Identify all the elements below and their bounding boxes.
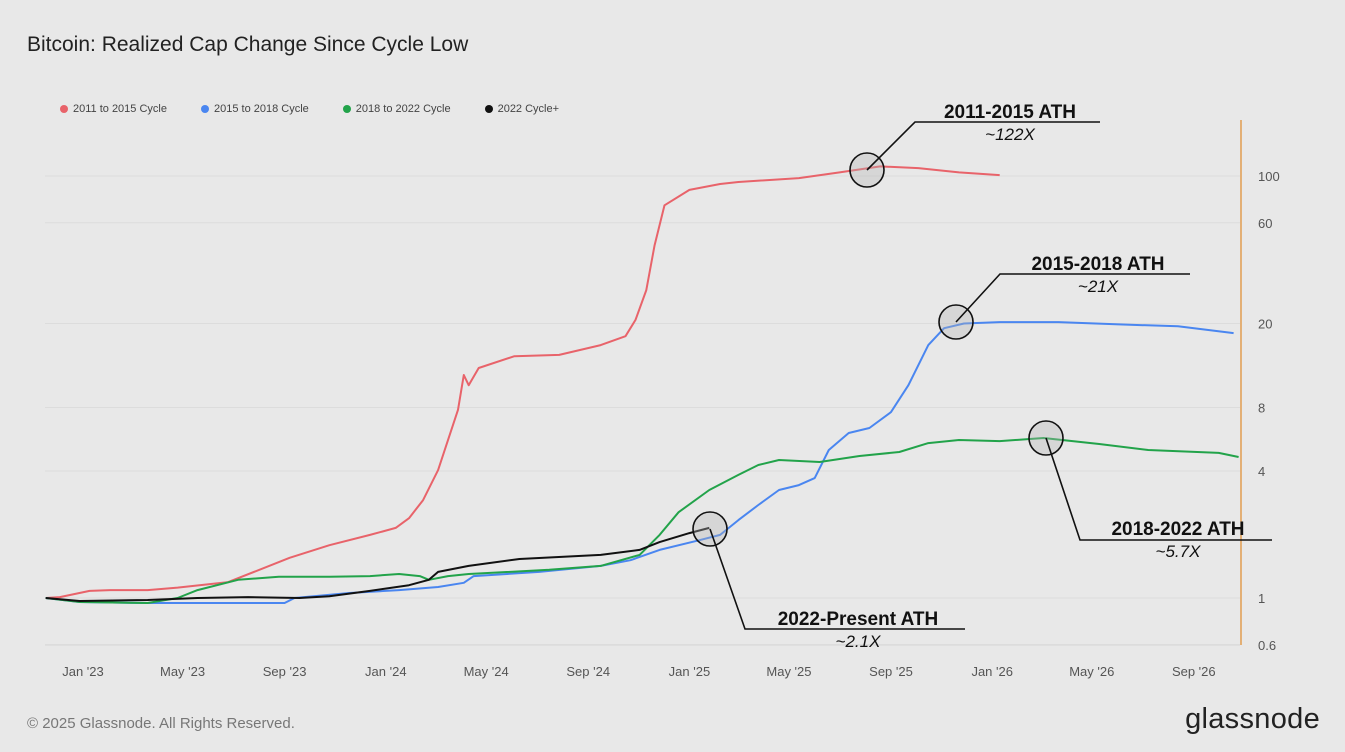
annotation-label: 2022-Present ATH — [778, 609, 939, 630]
annotation-value: ~5.7X — [1156, 542, 1202, 561]
series-line-1 — [45, 321, 1234, 604]
x-tick-label: May '24 — [464, 664, 509, 679]
y-tick-label: 8 — [1258, 400, 1265, 415]
annotation-value: ~2.1X — [836, 632, 882, 651]
leader-line — [955, 273, 1190, 323]
x-tick-label: May '25 — [766, 664, 811, 679]
annotation-2: 2018-2022 ATH ~5.7X — [1028, 420, 1272, 561]
annotation-label: 2011-2015 ATH — [944, 102, 1076, 123]
y-tick-label: 100 — [1258, 169, 1280, 184]
leader-line — [709, 528, 965, 630]
legend-dot — [200, 105, 209, 113]
legend-dot — [60, 105, 68, 113]
annotation-value: ~21X — [1078, 277, 1119, 296]
series-line-0 — [45, 165, 1000, 599]
copyright: © 2025 Glassnode. All Rights Reserved. — [27, 715, 295, 732]
x-tick-label: Jan '24 — [365, 664, 407, 679]
legend-label: 2011 to 2015 Cycle — [73, 103, 167, 115]
x-tick-label: Jan '26 — [971, 664, 1013, 679]
x-tick-label: Jan '25 — [669, 664, 711, 679]
y-tick-label: 1 — [1258, 591, 1265, 606]
legend-label: 2018 to 2022 Cycle — [355, 103, 451, 115]
chart-title: Bitcoin: Realized Cap Change Since Cycle… — [27, 33, 469, 56]
x-tick-label: May '23 — [160, 664, 205, 679]
legend-item-2022[interactable]: 2022 Cycle+ — [484, 103, 560, 115]
annotation-3: 2022-Present ATH ~2.1X — [692, 511, 965, 651]
y-tick-label: 4 — [1258, 464, 1265, 479]
legend-item-2015-2018[interactable]: 2015 to 2018 Cycle — [200, 103, 309, 115]
legend-item-2018-2022[interactable]: 2018 to 2022 Cycle — [342, 103, 451, 115]
series-line-3 — [45, 526, 710, 602]
leader-line — [866, 121, 1100, 171]
legend: 2011 to 2015 Cycle 2015 to 2018 Cycle 20… — [60, 103, 559, 115]
annotation-1: 2015-2018 ATH ~21X — [938, 254, 1190, 340]
annotation-0: 2011-2015 ATH ~122X — [849, 102, 1100, 188]
legend-item-2011-2015[interactable]: 2011 to 2015 Cycle — [60, 103, 167, 115]
x-tick-label: Sep '25 — [869, 664, 913, 679]
annotation-label: 2015-2018 ATH — [1031, 254, 1164, 275]
x-tick-label: May '26 — [1069, 664, 1114, 679]
legend-label: 2015 to 2018 Cycle — [213, 103, 309, 115]
y-tick-label: 0.6 — [1258, 638, 1276, 653]
x-tick-label: Sep '24 — [566, 664, 610, 679]
glassnode-logo: glassnode — [1185, 703, 1320, 735]
legend-label: 2022 Cycle+ — [497, 103, 560, 115]
legend-dot — [342, 105, 351, 113]
annotation-value: ~122X — [985, 125, 1035, 144]
leader-line — [1045, 437, 1272, 541]
series-line-2 — [45, 437, 1239, 604]
y-tick-label: 60 — [1258, 216, 1272, 231]
x-tick-label: Jan '23 — [62, 664, 104, 679]
x-tick-label: Sep '26 — [1172, 664, 1216, 679]
x-tick-label: Sep '23 — [263, 664, 307, 679]
annotation-label: 2018-2022 ATH — [1111, 519, 1244, 540]
y-tick-label: 20 — [1258, 316, 1272, 331]
legend-dot — [484, 105, 493, 113]
